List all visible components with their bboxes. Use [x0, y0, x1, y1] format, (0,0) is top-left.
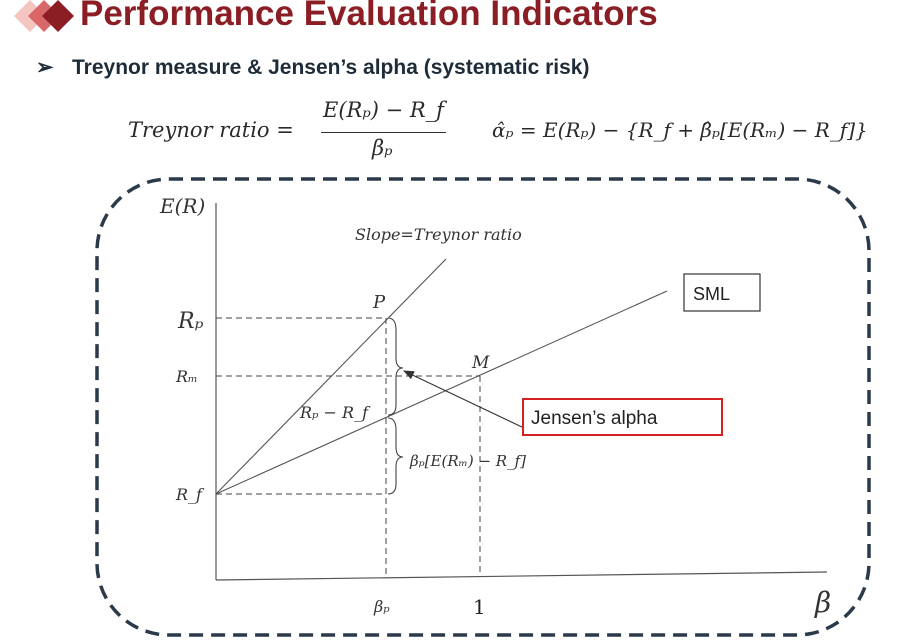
bullet-item: ➢ Treynor measure & Jensen’s alpha (syste…: [36, 55, 589, 80]
point-m-label: M: [471, 353, 490, 373]
slope-label: Slope=Treynor ratio: [355, 225, 522, 244]
y-axis-label: E(R): [159, 194, 205, 218]
rp-minus-rf-label: Rₚ − R_f: [299, 403, 371, 422]
sml-box-label: SML: [693, 284, 730, 304]
treynor-numerator: E(Rₚ) − R_f: [323, 98, 444, 122]
page-title: Performance Evaluation Indicators: [80, 0, 658, 33]
treynor-fraction-bar: [321, 132, 446, 133]
jensen-box-label: Jensen’s alpha: [531, 408, 658, 429]
treynor-denominator: βₚ: [372, 136, 393, 160]
sml-line: [215, 290, 668, 495]
tick-beta-p-label: βₚ: [373, 597, 390, 616]
x-axis-label: β: [814, 586, 831, 619]
point-p-label: P: [372, 292, 386, 313]
bullet-text: Treynor measure & Jensen’s alpha (system…: [72, 56, 590, 79]
brace-lower: [387, 417, 404, 495]
tick-rf-label: R_f: [175, 485, 205, 504]
treynor-formula: Treynor ratio = E(Rₚ) − R_f βₚ: [128, 96, 458, 166]
jensen-formula: α̂ₚ = E(Rₚ) − {R_f + β̂ₚ[E(Rₘ) − R_f]}: [492, 118, 868, 142]
dashed-frame: [95, 177, 871, 637]
jensen-box: [522, 398, 723, 436]
beta-premium-label: βₚ[E(Rₘ) − R_f]: [409, 452, 526, 470]
arrow-bullet-icon: ➢: [36, 56, 54, 79]
sml-box: [683, 273, 761, 312]
treynor-lhs: Treynor ratio =: [128, 118, 294, 142]
brace-upper: [387, 317, 404, 416]
x-axis: [215, 571, 828, 581]
tick-one-label: 1: [473, 595, 486, 619]
logo-diamonds-icon: [14, 0, 74, 32]
tick-rm-label: Rₘ: [175, 367, 198, 386]
tick-rp-label: Rₚ: [177, 309, 204, 334]
jensen-arrow: [403, 370, 525, 429]
